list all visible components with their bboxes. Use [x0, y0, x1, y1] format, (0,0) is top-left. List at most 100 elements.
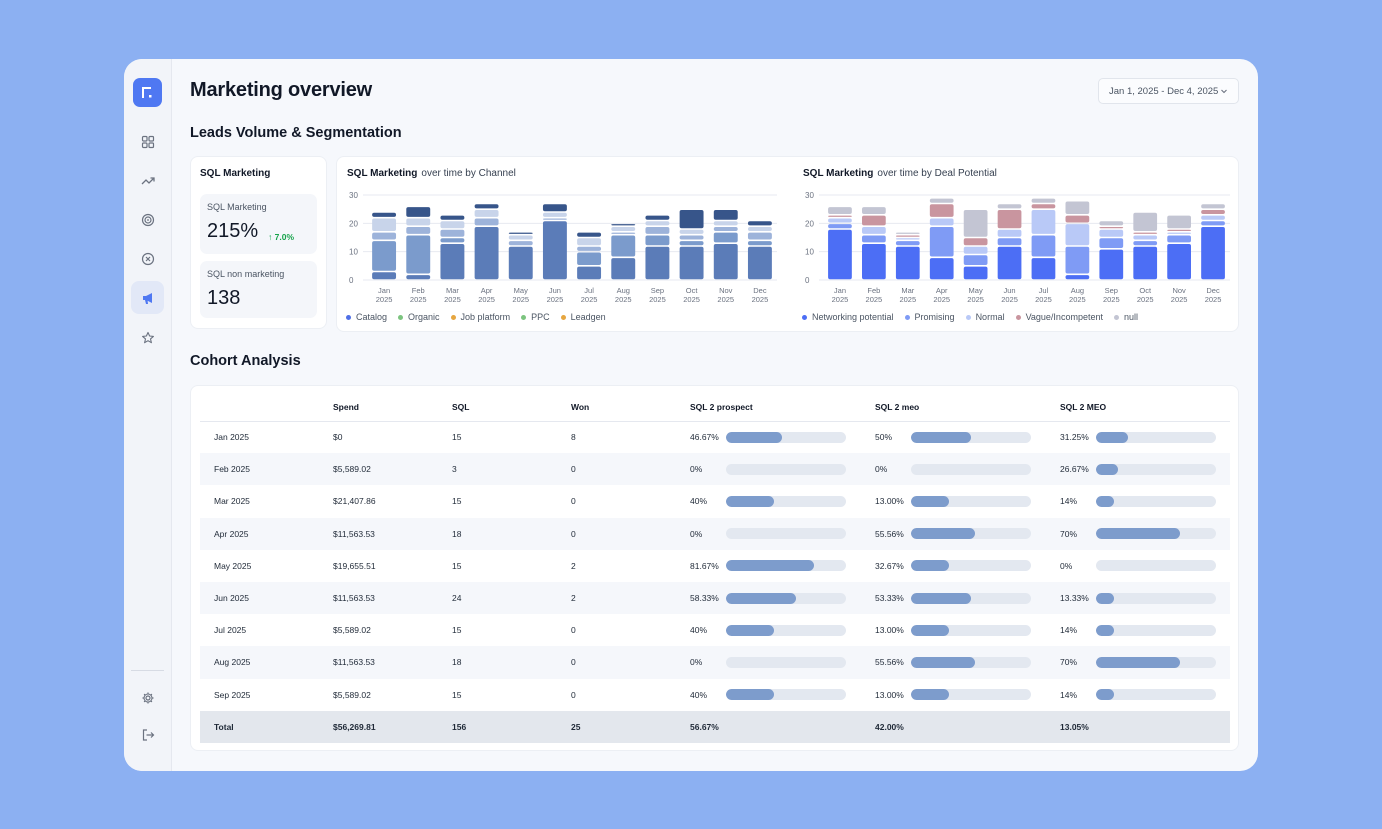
column-header[interactable]: SQL 2 MEO [1060, 394, 1230, 422]
kpi-card: SQL Marketing SQL Marketing 215% ↑ 7.0% … [190, 156, 327, 329]
cell-month: Sep 2025 [214, 689, 251, 700]
bar-segment [1031, 198, 1056, 203]
legend-dot-icon [521, 314, 527, 320]
bar-segment [406, 235, 431, 274]
cell-month: Aug 2025 [200, 646, 333, 679]
nav-settings[interactable] [131, 681, 164, 714]
x-tick-label: Aug [1071, 286, 1084, 295]
table-row[interactable]: Apr 2025 $11,563.53 18 0 0% 55.56% 70% [200, 517, 1230, 550]
progress-bar [726, 495, 846, 507]
chart-channel-legend: Catalog Organic Job platform PPC Leadgen [346, 312, 606, 322]
nav-trends[interactable] [131, 164, 164, 197]
bar-segment [963, 238, 988, 246]
cell-won: 2 [571, 581, 690, 615]
table-row[interactable]: Mar 2025 $21,407.86 15 0 40% 13.00% 14% [200, 485, 1230, 517]
bar-segment [713, 221, 738, 226]
progress-fill [911, 560, 950, 572]
bar-segment [611, 226, 636, 232]
column-header[interactable] [200, 394, 333, 422]
table-row[interactable]: Jul 2025 $5,589.02 15 0 40% 13.00% 14% [200, 614, 1230, 646]
cell-sql-2-prospect: 46.67% [690, 421, 875, 453]
legend-item[interactable]: Promising [904, 312, 955, 322]
bar-segment [828, 215, 852, 217]
percent-value: 53.33% [875, 593, 904, 604]
bar-segment [895, 238, 920, 240]
bar-segment [1065, 275, 1090, 280]
bar-segment [1065, 224, 1090, 246]
bar-segment [963, 209, 988, 237]
column-header[interactable]: SQL 2 meo [875, 394, 1060, 422]
kpi-value: 215% [207, 220, 259, 242]
bar-segment [508, 235, 533, 240]
x-tick-label-year: 2025 [1137, 295, 1154, 303]
bar-segment [1031, 258, 1056, 280]
cell-spend: $11,563.53 [333, 517, 452, 550]
table-row[interactable]: Sep 2025 $5,589.02 15 0 40% 13.00% 14% [200, 679, 1230, 711]
table-row[interactable]: Jun 2025 $11,563.53 24 2 58.33% 53.33% 1… [200, 581, 1230, 615]
chart-channel-subtitle: over time by Channel [421, 168, 516, 179]
bar-segment [440, 221, 465, 229]
nav-logout[interactable] [131, 718, 164, 751]
legend-dot-icon [965, 314, 971, 320]
progress-bar [726, 689, 846, 701]
cell-sql-2-prospect: 40% [690, 679, 875, 711]
app-logo[interactable] [133, 78, 162, 107]
date-range-label: Jan 1, 2025 - Dec 4, 2025 [1109, 85, 1219, 97]
total-label: Total [200, 710, 333, 743]
bar-segment [1065, 201, 1090, 215]
charts-card: SQL Marketing over time by Channel SQL Ma… [336, 156, 1239, 332]
x-tick-label: Jan [378, 286, 390, 295]
bar-segment [474, 204, 499, 209]
progress-bar [1096, 560, 1216, 572]
legend-item[interactable]: Networking potential [802, 312, 894, 322]
legend-item[interactable]: Job platform [450, 312, 511, 322]
legend-label: Job platform [460, 312, 511, 322]
bar-segment [1031, 209, 1056, 234]
cell-sql-2-meo: 13.00% [875, 485, 1060, 517]
bar-segment [1133, 246, 1158, 280]
legend-item[interactable]: PPC [521, 312, 550, 322]
bar-segment [1167, 235, 1191, 243]
bar-segment [577, 232, 602, 237]
legend-item[interactable]: Vague/Incompetent [1015, 312, 1103, 322]
bar-segment [474, 218, 499, 226]
legend-item[interactable]: Catalog [346, 312, 387, 322]
percent-value: 0% [1060, 560, 1073, 571]
column-header[interactable]: SQL 2 prospect [690, 394, 875, 422]
bar-segment [963, 246, 988, 254]
table-row[interactable]: May 2025 $19,655.51 15 2 81.67% 32.67% 0… [200, 550, 1230, 582]
bar-segment [1167, 232, 1191, 234]
bar-segment [713, 226, 738, 232]
progress-bar [911, 528, 1031, 540]
nav-targets[interactable] [131, 203, 164, 236]
nav-rejected[interactable] [131, 242, 164, 275]
bar-segment [406, 218, 431, 226]
kpi-label: SQL non marketing [207, 269, 285, 279]
nav-favorites[interactable] [131, 321, 164, 354]
progress-bar [726, 656, 846, 668]
legend-dot-icon [802, 314, 807, 320]
cell-sql-2-meo-upper: 14% [1060, 679, 1230, 711]
legend-item[interactable]: Leadgen [560, 312, 606, 322]
chart-deal-potential: 0102030Jan2025Feb2025Mar2025Apr2025May20… [805, 191, 1230, 303]
legend-item[interactable]: null [1113, 312, 1138, 322]
column-header[interactable]: SQL [452, 394, 571, 422]
legend-item[interactable]: Organic [398, 312, 440, 322]
bar-segment [713, 232, 738, 243]
table-row[interactable]: Aug 2025 $11,563.53 18 0 0% 55.56% 70% [200, 646, 1230, 679]
date-range-picker[interactable]: Jan 1, 2025 - Dec 4, 2025 [1098, 78, 1239, 104]
legend-item[interactable]: Normal [965, 312, 1005, 322]
table-row[interactable]: Feb 2025 $5,589.02 3 0 0% 0% 26.67% [200, 453, 1230, 486]
progress-bar [1096, 689, 1216, 701]
bar-segment [645, 226, 670, 234]
nav-dashboard[interactable] [131, 125, 164, 158]
progress-fill [726, 592, 796, 604]
progress-bar [1096, 592, 1216, 604]
column-header[interactable]: Won [571, 394, 690, 422]
nav-marketing[interactable] [131, 281, 164, 314]
chart-channel: 0102030Jan2025Feb2025Mar2025Apr2025May20… [349, 191, 777, 303]
table-row[interactable]: Jan 2025 $0 15 8 46.67% 50% 31.25% [200, 421, 1230, 453]
column-header[interactable]: Spend [333, 394, 452, 422]
cell-sql-2-meo-upper: 26.67% [1060, 453, 1230, 486]
y-tick-label: 20 [805, 219, 814, 228]
